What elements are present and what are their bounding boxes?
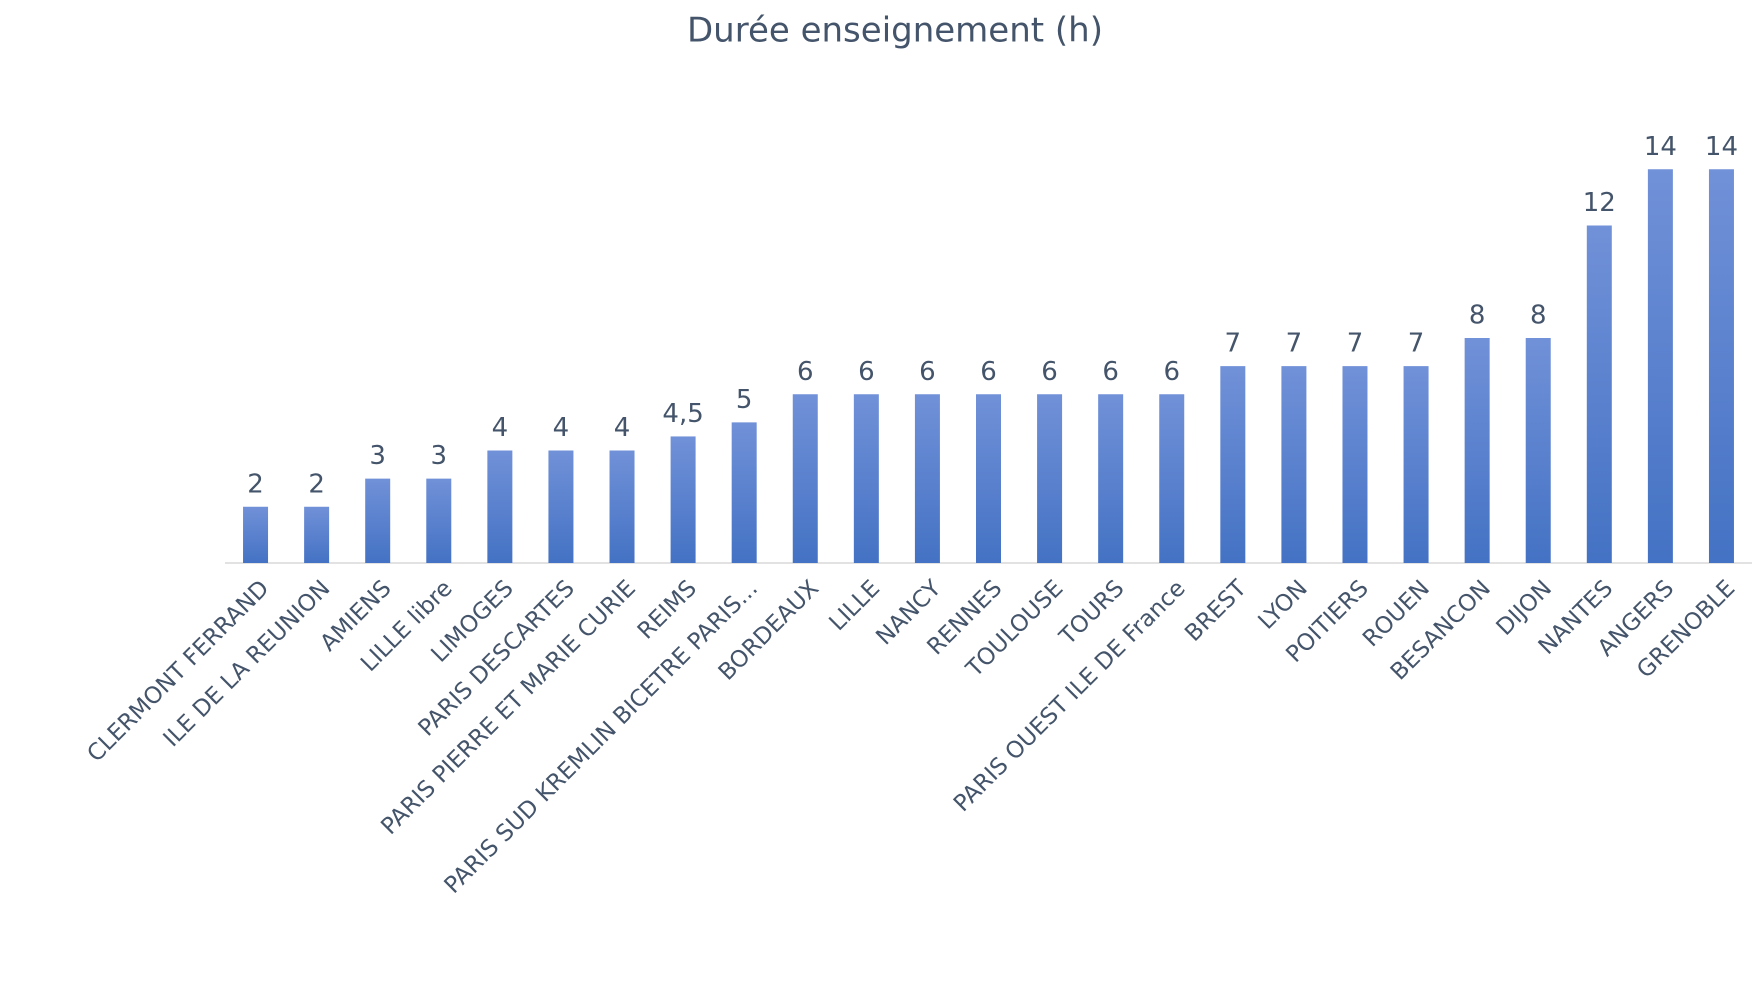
value-label: 8 xyxy=(1530,301,1547,331)
bar xyxy=(1525,338,1551,563)
bar xyxy=(365,478,391,563)
value-label: 12 xyxy=(1583,188,1616,218)
bar xyxy=(548,450,574,563)
value-label: 4 xyxy=(614,413,631,443)
value-label: 7 xyxy=(1347,329,1364,359)
bar xyxy=(1220,366,1246,563)
bar xyxy=(792,394,818,563)
bar xyxy=(426,478,452,563)
value-label: 14 xyxy=(1705,132,1738,162)
value-label: 7 xyxy=(1408,329,1425,359)
value-label: 4 xyxy=(492,413,509,443)
value-label: 3 xyxy=(431,441,448,471)
bar xyxy=(304,506,330,563)
value-label: 5 xyxy=(736,385,753,415)
bar xyxy=(1342,366,1368,563)
value-label: 8 xyxy=(1469,301,1486,331)
value-label: 2 xyxy=(308,469,325,499)
value-label: 4 xyxy=(553,413,570,443)
bar xyxy=(1464,338,1490,563)
value-label: 6 xyxy=(1041,357,1058,387)
bar xyxy=(243,506,269,563)
value-label: 6 xyxy=(858,357,875,387)
bar xyxy=(731,422,757,563)
bar xyxy=(1281,366,1307,563)
bar xyxy=(1708,169,1734,563)
bar xyxy=(976,394,1001,563)
value-label: 6 xyxy=(1102,357,1119,387)
bar xyxy=(1037,394,1063,563)
value-label: 6 xyxy=(919,357,936,387)
bar xyxy=(853,394,879,563)
bar xyxy=(609,450,635,563)
value-label: 14 xyxy=(1644,132,1677,162)
value-label: 6 xyxy=(1163,357,1180,387)
bar xyxy=(1159,394,1185,563)
chart-title: Durée enseignement (h) xyxy=(687,11,1103,51)
value-label: 6 xyxy=(980,357,997,387)
bar xyxy=(487,450,513,563)
bar xyxy=(670,436,696,563)
bar xyxy=(1586,225,1612,563)
value-label: 3 xyxy=(369,441,386,471)
value-label: 7 xyxy=(1286,329,1303,359)
value-label: 4,5 xyxy=(662,399,703,429)
bar xyxy=(914,394,940,563)
bar xyxy=(1098,394,1124,563)
bar xyxy=(1403,366,1429,563)
value-label: 6 xyxy=(797,357,814,387)
x-tick-label: BREST xyxy=(1180,575,1252,647)
value-label: 2 xyxy=(247,469,264,499)
bar xyxy=(1647,169,1673,563)
value-label: 7 xyxy=(1225,329,1242,359)
